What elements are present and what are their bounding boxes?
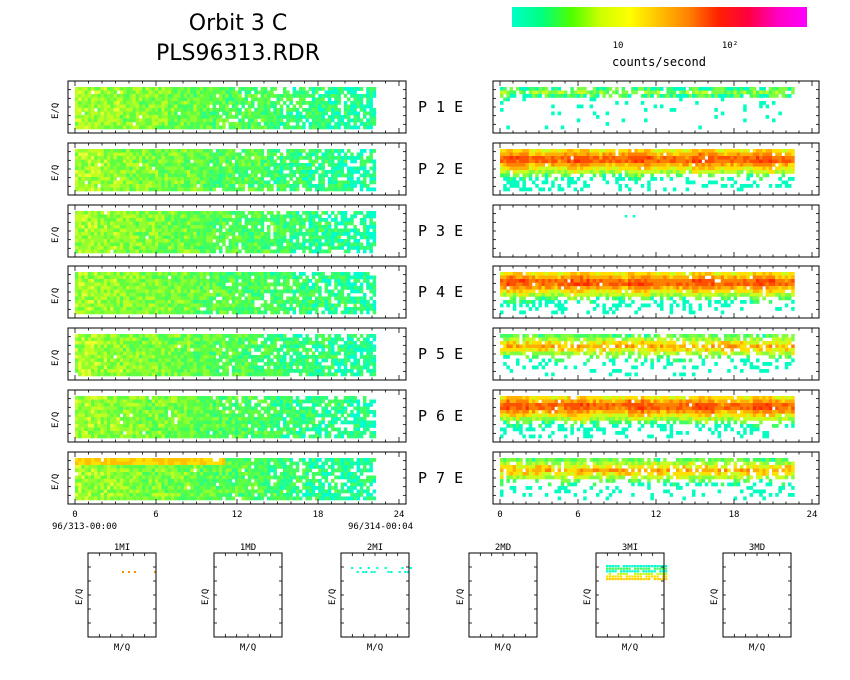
right-spectrogram	[500, 87, 795, 130]
left-spectrogram	[75, 87, 377, 130]
mass-plot-frame	[213, 552, 283, 638]
row-label: P 1 E	[418, 98, 463, 116]
mass-plots: 1MI E/Q M/Q 1MD E/Q M/Q 2MI E/Q M/Q 2MD E/Q M/Q 3MI E…	[75, 543, 792, 653]
ylabel-eq: E/Q	[51, 412, 61, 428]
x-tick-label: 24	[807, 510, 818, 520]
mass-plot-frame	[722, 552, 792, 638]
left-spectrogram	[75, 272, 377, 315]
panel-row: E/Q P 1 E	[51, 80, 820, 134]
time-axes: 0 6 12 18 24 0 6 12 18 24 96/313-00:00 96/314-00:04	[52, 510, 817, 532]
mass-plot-ylabel: E/Q	[201, 589, 211, 605]
panel-row: E/Q P 7 E	[51, 451, 820, 505]
mass-plot-ylabel: E/Q	[328, 589, 338, 605]
mass-plot-xlabel: M/Q	[495, 643, 511, 653]
panel-row: E/Q P 2 E	[51, 142, 820, 196]
mass-plot-frame	[87, 552, 157, 638]
mass-plot-ylabel: E/Q	[75, 589, 85, 605]
right-spectrogram	[500, 272, 795, 315]
colorbar: 10 10² counts/second	[512, 7, 807, 69]
ylabel-eq: E/Q	[51, 474, 61, 490]
ylabel-eq: E/Q	[51, 288, 61, 304]
mass-plot-3md: 3MD E/Q M/Q	[710, 543, 792, 653]
row-label: P 7 E	[418, 469, 463, 487]
left-spectrogram	[75, 458, 377, 501]
left-spectrogram	[75, 211, 377, 254]
colorbar-label: counts/second	[612, 55, 706, 69]
row-label: P 2 E	[418, 160, 463, 178]
mass-plot-2md: 2MD E/Q M/Q	[456, 543, 538, 653]
mass-plot-1md: 1MD E/Q M/Q	[201, 543, 283, 653]
right-spectrogram	[500, 396, 795, 439]
mass-plot-xlabel: M/Q	[240, 643, 256, 653]
colorbar-tick-100: 10²	[722, 41, 738, 51]
figure-subtitle: PLS96313.RDR	[156, 41, 320, 66]
energy-spectrogram-panels: E/Q P 1 E E/Q P 2 E E/Q P 3 E E/Q P 4 E E/Q P 5 E…	[51, 80, 820, 505]
x-tick-label: 0	[497, 510, 502, 520]
right-spectrogram	[500, 458, 795, 501]
mass-plot-1mi: 1MI E/Q M/Q	[75, 543, 157, 653]
figure-title: Orbit 3 C	[189, 11, 287, 36]
mass-plot-3mi: 3MI E/Q M/Q	[583, 543, 668, 653]
mass-plot-xlabel: M/Q	[622, 643, 638, 653]
panel-row: E/Q P 5 E	[51, 327, 820, 381]
mass-plot-title: 2MD	[495, 543, 511, 553]
colorbar-tick-10: 10	[613, 41, 624, 51]
ylabel-eq: E/Q	[51, 227, 61, 243]
mass-plot-ylabel: E/Q	[710, 589, 720, 605]
x-tick-label: 6	[153, 510, 158, 520]
ylabel-eq: E/Q	[51, 350, 61, 366]
ylabel-eq: E/Q	[51, 103, 61, 119]
left-spectrogram	[75, 334, 377, 377]
mass-plot-ylabel: E/Q	[456, 589, 466, 605]
mass-plot-frame	[468, 552, 538, 638]
mass-plot-title: 3MD	[749, 543, 765, 553]
start-time-label: 96/313-00:00	[52, 522, 117, 532]
panel-row: E/Q P 6 E	[51, 389, 820, 443]
row-label: P 4 E	[418, 283, 463, 301]
end-time-label: 96/314-00:04	[348, 522, 413, 532]
x-tick-label: 0	[72, 510, 77, 520]
mass-plot-title: 2MI	[367, 543, 383, 553]
mass-plot-frame	[340, 552, 410, 638]
mass-plot-title: 1MD	[240, 543, 256, 553]
x-tick-label: 18	[313, 510, 324, 520]
row-label: P 6 E	[418, 407, 463, 425]
mass-plot-xlabel: M/Q	[114, 643, 130, 653]
x-tick-label: 24	[394, 510, 405, 520]
mass-plot-2mi: 2MI E/Q M/Q	[328, 543, 412, 653]
row-label: P 3 E	[418, 222, 463, 240]
left-spectrogram	[75, 149, 377, 192]
x-tick-label: 12	[651, 510, 662, 520]
right-panel-frame	[492, 204, 820, 258]
x-tick-label: 6	[575, 510, 580, 520]
x-tick-label: 18	[729, 510, 740, 520]
right-spectrogram	[500, 334, 795, 377]
colorbar-gradient	[512, 7, 807, 27]
panel-row: E/Q P 4 E	[51, 265, 820, 319]
row-label: P 5 E	[418, 345, 463, 363]
mass-plot-xlabel: M/Q	[367, 643, 383, 653]
x-tick-label: 12	[232, 510, 243, 520]
right-spectrogram	[624, 215, 636, 218]
mass-plot-title: 3MI	[622, 543, 638, 553]
right-spectrogram	[500, 149, 795, 192]
mass-plot-title: 1MI	[114, 543, 130, 553]
ylabel-eq: E/Q	[51, 165, 61, 181]
mass-plot-xlabel: M/Q	[749, 643, 765, 653]
panel-row: E/Q P 3 E	[51, 204, 820, 258]
left-spectrogram	[75, 396, 377, 439]
mass-plot-ylabel: E/Q	[583, 589, 593, 605]
